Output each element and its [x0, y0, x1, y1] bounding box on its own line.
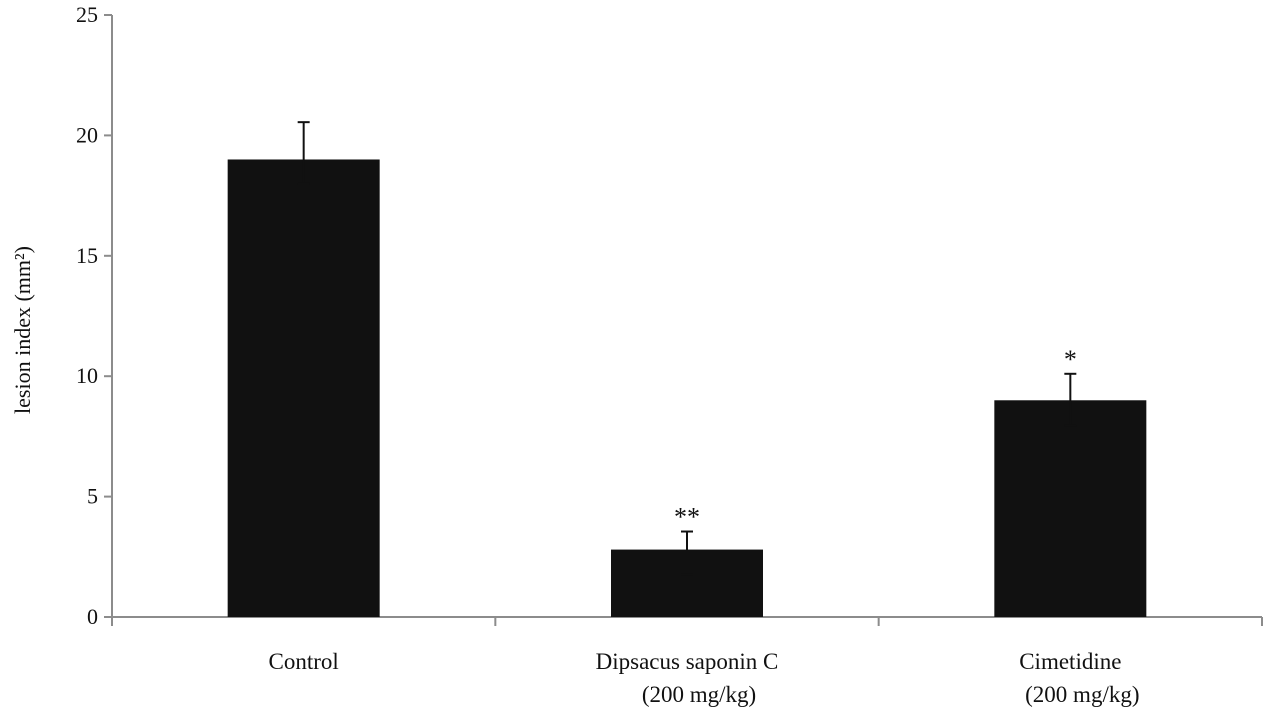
y-tick-label: 20 — [76, 122, 98, 147]
y-axis: 0 5 10 15 20 25 — [76, 2, 113, 629]
bar — [994, 400, 1147, 617]
y-tick-label: 15 — [76, 243, 98, 268]
x-tick-label: (200 mg/kg) — [642, 682, 756, 707]
x-tick-label: Dipsacus saponin C — [596, 649, 779, 674]
y-tick-label: 5 — [87, 484, 98, 509]
significance-annotation: * — [1064, 345, 1077, 374]
x-tick-label: Cimetidine — [1019, 649, 1121, 674]
x-tick-label: Control — [269, 649, 339, 674]
y-axis-label: lesion index (mm²) — [10, 246, 35, 414]
y-tick-label: 25 — [76, 2, 98, 27]
bars: *** — [227, 121, 1147, 618]
x-tick-label: (200 mg/kg) — [1025, 682, 1139, 707]
bar — [227, 159, 380, 618]
significance-annotation: ** — [674, 503, 700, 532]
y-tick-label: 10 — [76, 363, 98, 388]
y-tick-label: 0 — [87, 604, 98, 629]
x-axis: Control Dipsacus saponin C (200 mg/kg) Cime… — [111, 616, 1263, 707]
